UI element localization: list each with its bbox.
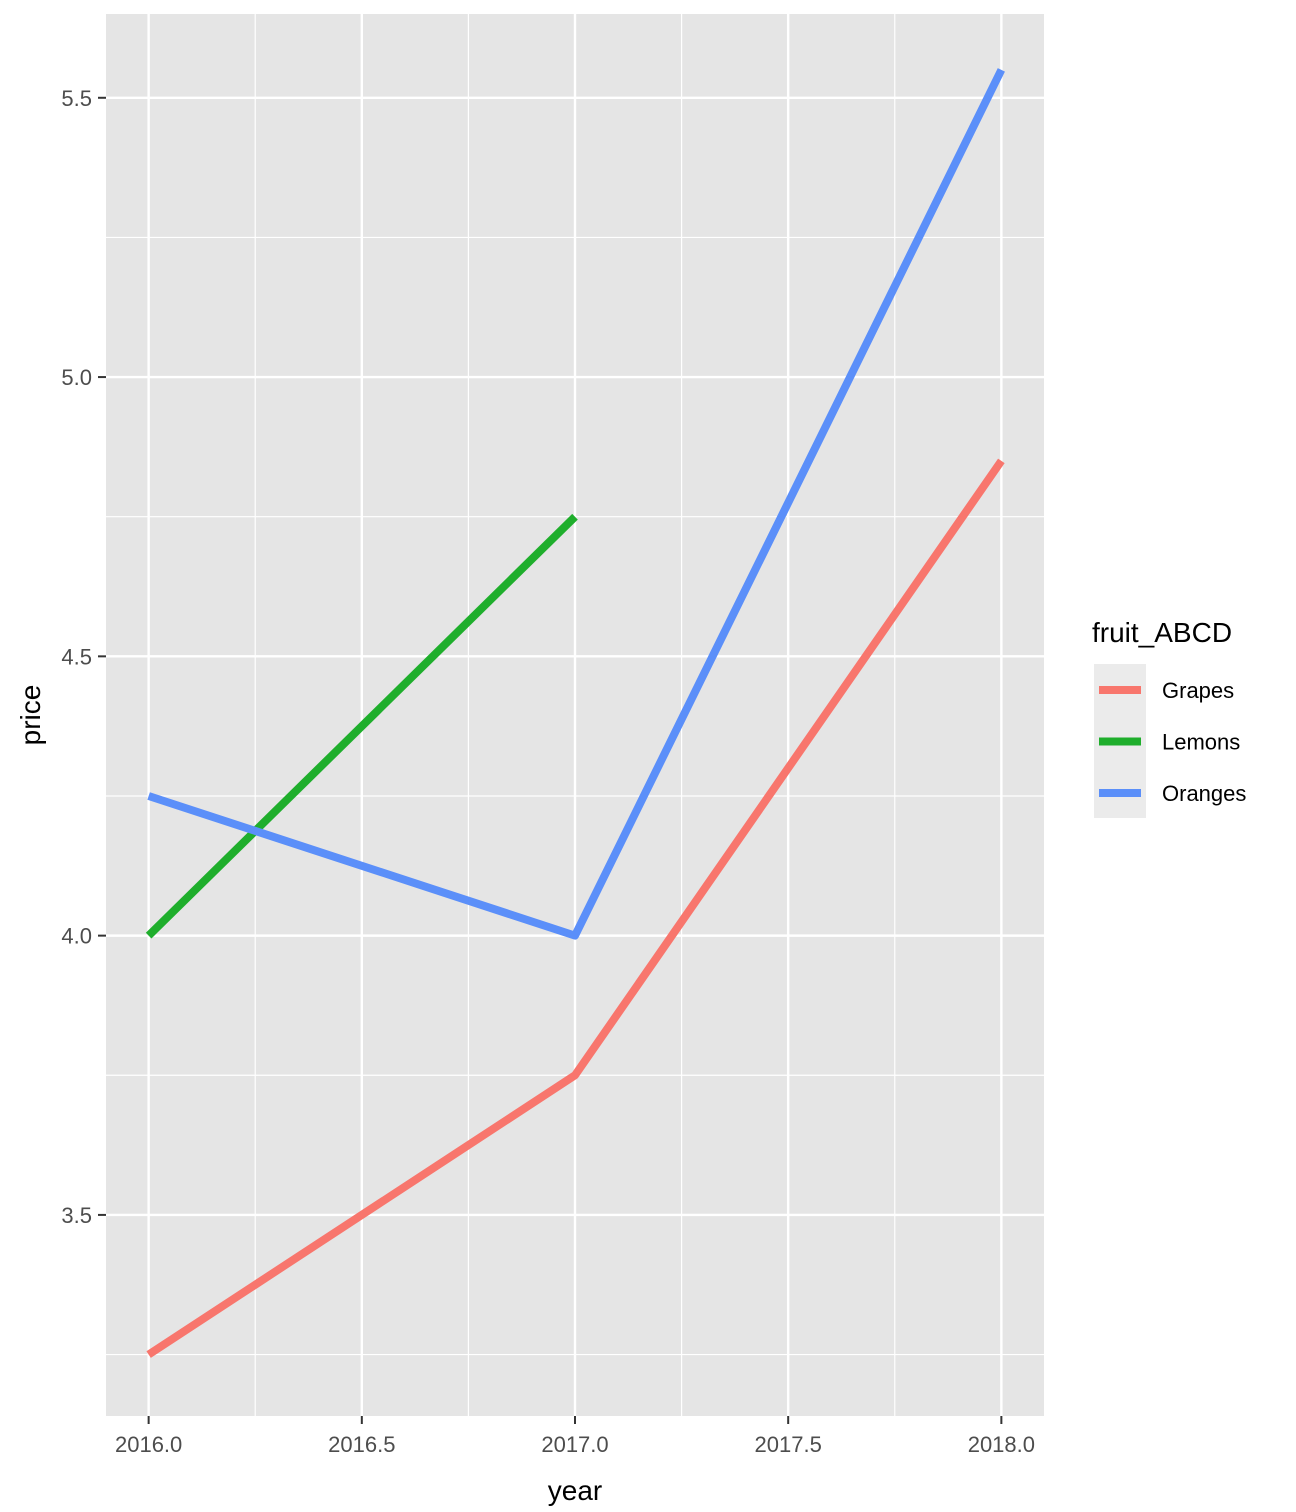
y-tick-label: 4.0 <box>61 924 92 949</box>
legend-label-oranges: Oranges <box>1162 781 1246 806</box>
legend: fruit_ABCD Grapes Lemons Oranges <box>1092 617 1246 818</box>
series-lines <box>145 68 1005 1358</box>
y-axis-title: price <box>15 685 46 746</box>
y-tick-label: 3.5 <box>61 1203 92 1228</box>
x-tick-label: 2016.0 <box>115 1432 182 1457</box>
x-axis-title: year <box>548 1475 602 1506</box>
series-line-lemons <box>145 513 578 939</box>
y-tick-label: 4.5 <box>61 644 92 669</box>
legend-label-lemons: Lemons <box>1162 730 1240 755</box>
x-axis: 2016.0 2016.5 2017.0 2017.5 2018.0 <box>115 1416 1035 1457</box>
legend-label-grapes: Grapes <box>1162 678 1234 703</box>
legend-title: fruit_ABCD <box>1092 617 1232 648</box>
major-gridlines <box>106 14 1044 1416</box>
x-tick-label: 2017.5 <box>755 1432 822 1457</box>
y-tick-label: 5.0 <box>61 365 92 390</box>
x-tick-label: 2018.0 <box>968 1432 1035 1457</box>
legend-items: Grapes Lemons Oranges <box>1099 678 1246 806</box>
y-axis: 3.5 4.0 4.5 5.0 5.5 <box>61 86 106 1228</box>
x-tick-label: 2016.5 <box>328 1432 395 1457</box>
x-tick-label: 2017.0 <box>541 1432 608 1457</box>
y-tick-label: 5.5 <box>61 86 92 111</box>
series-line-grapes <box>146 458 1005 1358</box>
series-line-oranges <box>147 68 1005 940</box>
